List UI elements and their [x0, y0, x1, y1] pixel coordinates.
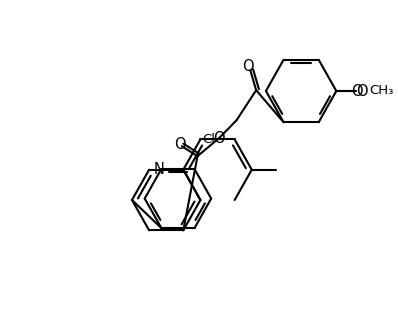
Text: O: O [351, 84, 363, 99]
Text: O: O [174, 137, 186, 152]
Text: Cl: Cl [202, 133, 215, 146]
Text: CH₃: CH₃ [370, 84, 394, 98]
Text: O: O [356, 84, 367, 99]
Text: O: O [242, 59, 254, 74]
Text: N: N [154, 162, 165, 177]
Text: O: O [213, 131, 225, 146]
